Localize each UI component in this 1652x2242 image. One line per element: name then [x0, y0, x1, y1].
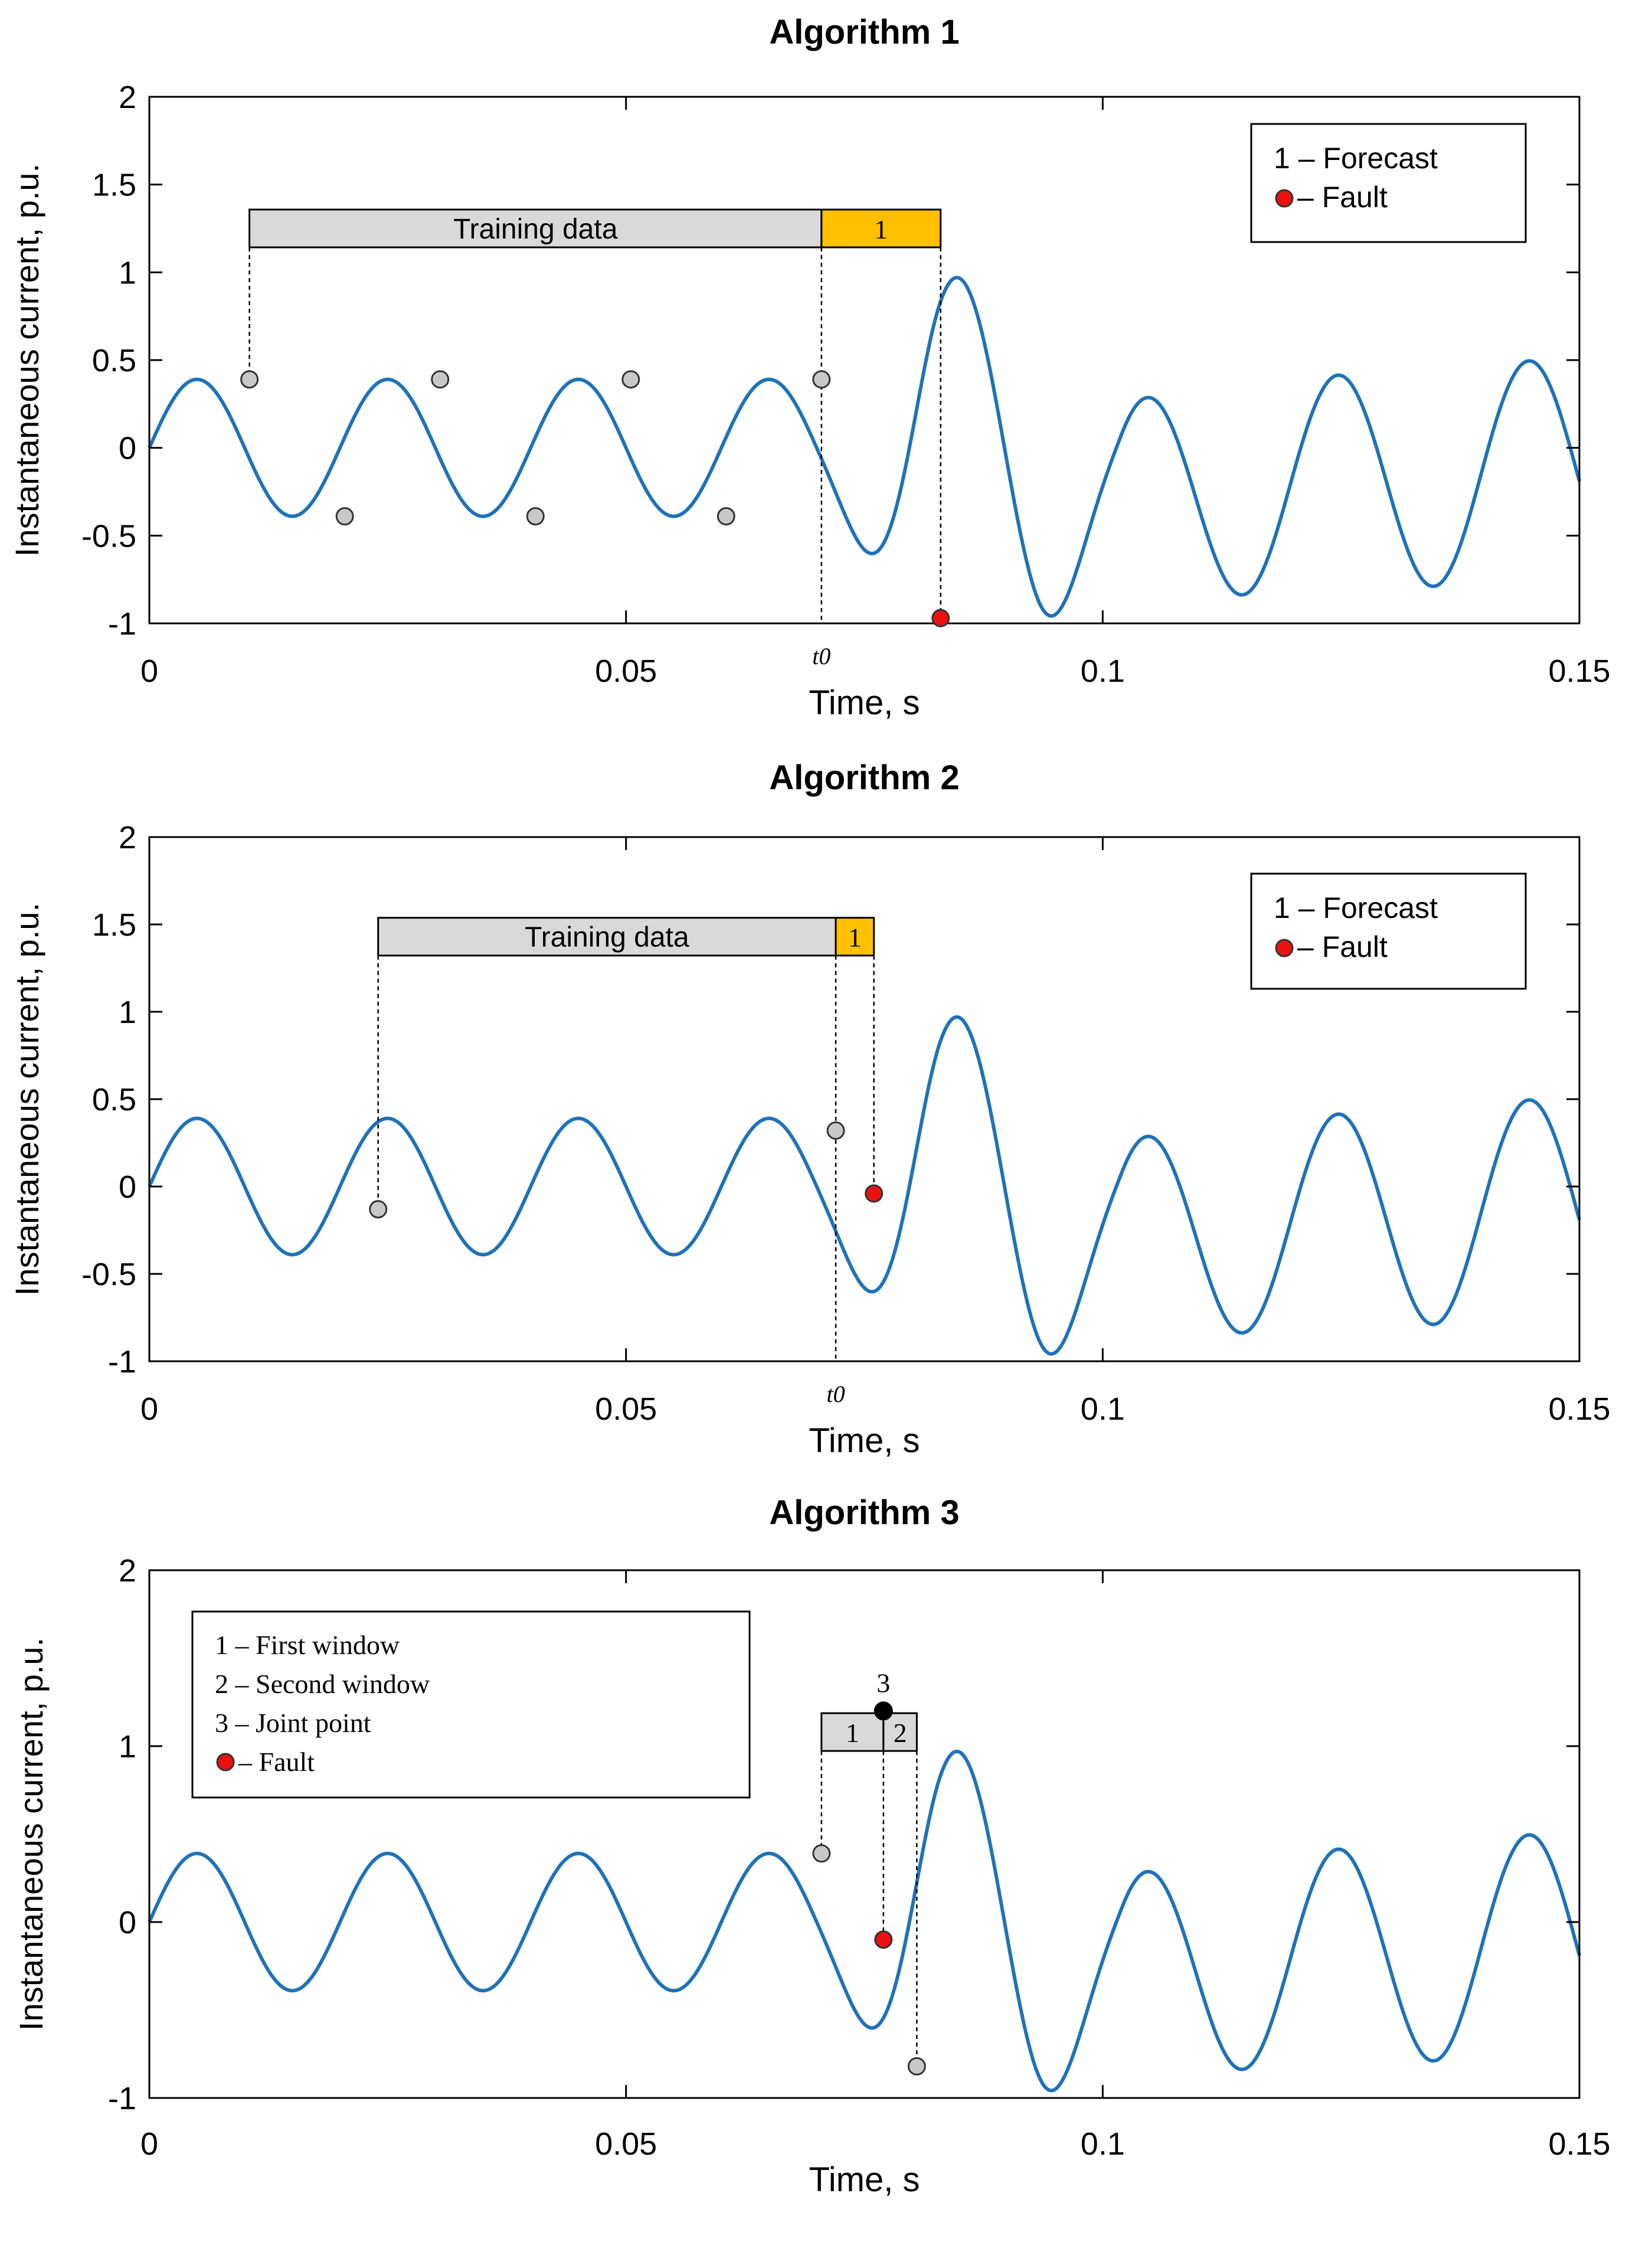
bar-label: Training data: [453, 214, 618, 245]
forecast-bar: [820, 208, 942, 249]
y-tick-label: -1: [108, 606, 136, 642]
training-data-bar: [248, 208, 823, 249]
x-tick-label: 0.1: [1081, 1391, 1125, 1427]
chart-panel-2: Algorithm 2 0 0.05 0.1 0.15 -1 -0.5 0 0.5 1 1.5 2 Ti…: [8, 759, 1611, 1460]
y-axis-label: Instantaneous current, p.u.: [8, 164, 45, 557]
t0-label: t0: [826, 1381, 845, 1407]
legend-entry: 3 – Joint point: [215, 1708, 371, 1738]
x-tick-label: 0.15: [1548, 653, 1610, 689]
t0-label: t0: [812, 643, 830, 669]
sample-marker: [717, 507, 735, 526]
sample-marker: [526, 507, 545, 526]
legend-fault-icon: [1275, 939, 1294, 957]
bar-label: 1: [846, 1718, 859, 1748]
fault-marker: [931, 609, 950, 628]
x-tick-label: 0: [140, 1391, 158, 1427]
window-bar-1: [820, 1712, 885, 1752]
window-bar-2: [882, 1712, 918, 1752]
y-tick-label: 0.5: [92, 343, 136, 378]
y-tick-label: 0: [119, 1905, 136, 1940]
chart-title: Algorithm 1: [769, 13, 959, 51]
y-tick-label: 1.5: [92, 907, 136, 943]
chart-title: Algorithm 2: [769, 759, 959, 797]
y-tick-label: 2: [119, 80, 136, 115]
sample-marker: [812, 370, 831, 389]
y-axis-label: Instantaneous current, p.u.: [8, 903, 45, 1296]
legend-box: [1250, 123, 1527, 243]
x-tick-label: 0.15: [1548, 1391, 1610, 1427]
current-curve: [148, 276, 1581, 618]
bar-label: Training data: [525, 922, 689, 953]
legend-entry: 1 – Forecast: [1274, 891, 1438, 924]
y-tick-label: -1: [108, 1344, 136, 1380]
forecast-bar: [835, 917, 875, 957]
axes-frame: [148, 1569, 1581, 2099]
y-tick-label: 0.5: [92, 1082, 136, 1117]
legend-entry: – Fault: [1297, 930, 1388, 963]
fault-marker: [865, 1184, 884, 1203]
y-tick-label: -0.5: [81, 518, 136, 554]
fault-marker: [874, 1930, 893, 1949]
current-curve: [148, 1749, 1581, 2093]
current-curve: [148, 1015, 1581, 1356]
sample-marker: [335, 507, 354, 526]
legend-entry: 1 – Forecast: [1274, 142, 1438, 175]
bar-label: 1: [848, 923, 862, 953]
sample-marker: [621, 370, 640, 389]
legend-entry: – Fault: [238, 1747, 315, 1777]
sample-marker: [369, 1200, 388, 1218]
x-tick-label: 0: [140, 653, 158, 689]
training-data-bar: [377, 917, 837, 957]
x-tick-label: 0.05: [595, 653, 657, 689]
legend-entry: 1 – First window: [215, 1630, 400, 1660]
x-tick-label: 0.05: [595, 2126, 657, 2162]
sample-marker: [812, 1844, 831, 1863]
x-tick-label: 0.15: [1548, 2126, 1610, 2162]
sample-marker: [240, 370, 259, 389]
y-tick-label: 1: [119, 995, 136, 1030]
y-tick-label: 2: [119, 820, 136, 855]
x-axis-label: Time, s: [809, 2161, 920, 2199]
y-tick-label: 0: [119, 1169, 136, 1205]
legend-entry: 2 – Second window: [215, 1669, 430, 1699]
sample-marker: [907, 2057, 926, 2076]
y-tick-label: -1: [108, 2081, 136, 2116]
legend-fault-icon: [1275, 189, 1294, 208]
sample-marker: [431, 370, 450, 389]
sample-marker: [826, 1121, 845, 1140]
legend-box: [191, 1610, 751, 1799]
x-tick-label: 0.05: [595, 1391, 657, 1427]
bar-label: 2: [894, 1718, 907, 1748]
y-tick-label: 1.5: [92, 168, 136, 203]
x-tick-label: 0.1: [1081, 653, 1125, 689]
y-axis-label: Instantaneous current, p.u.: [12, 1638, 50, 2031]
y-tick-label: 0: [119, 431, 136, 466]
y-tick-label: 1: [119, 1729, 136, 1764]
x-tick-label: 0: [140, 2126, 158, 2162]
y-tick-label: 2: [119, 1553, 136, 1589]
legend-fault-icon: [216, 1753, 235, 1772]
x-tick-label: 0.1: [1081, 2126, 1125, 2162]
bar-label: 1: [874, 214, 888, 244]
y-tick-label: -0.5: [81, 1257, 136, 1292]
legend-box: [1250, 872, 1527, 990]
joint-point-label: 3: [876, 1668, 890, 1698]
legend-entry: – Fault: [1297, 181, 1388, 214]
x-axis-label: Time, s: [809, 1421, 920, 1460]
chart-panel-1: Algorithm 1 0 0.05 0.1 0.15 -1 -0.5 0 0.5 1 1.5 2 Ti…: [8, 13, 1611, 722]
chart-title: Algorithm 3: [769, 1493, 959, 1532]
joint-point-marker: [874, 1701, 893, 1721]
y-tick-label: 1: [119, 255, 136, 290]
x-axis-label: Time, s: [809, 684, 920, 722]
